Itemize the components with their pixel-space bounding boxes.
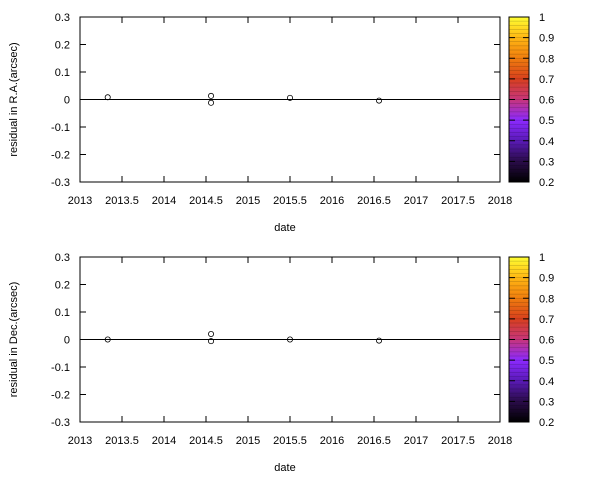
ra-colorbar-label: 0.8 — [539, 53, 554, 65]
ra-colorbar-labels: 1 0.9 0.8 0.7 0.6 0.5 0.4 0.3 0.2 — [539, 12, 554, 189]
ra-y-tick-label: -0.1 — [51, 122, 70, 134]
dec-y-tick-label: -0.1 — [51, 362, 70, 374]
dec-y-tick-label: -0.2 — [51, 390, 70, 402]
ra-colorbar-label: 0.7 — [539, 74, 554, 86]
ra-y-axis-label: residual in R.A.(arcsec) — [8, 42, 20, 156]
dec-x-tick-label: 2015 — [236, 435, 260, 447]
dec-data-points — [104, 330, 383, 345]
ra-data-point — [286, 94, 293, 101]
ra-colorbar-ticks — [509, 16, 529, 183]
ra-colorbar-label: 0.5 — [539, 115, 554, 127]
ra-x-tick-label: 2018 — [488, 195, 512, 207]
ra-y-tick-label: -0.3 — [51, 177, 70, 189]
ra-x-tick-label: 2013 — [68, 195, 92, 207]
ra-colorbar-label: 0.3 — [539, 156, 554, 168]
ra-colorbar: 1 0.9 0.8 0.7 0.6 0.5 0.4 0.3 0.2 — [508, 12, 554, 189]
ra-x-tick-label: 2017.5 — [441, 195, 475, 207]
ra-y-tick-label: -0.2 — [51, 150, 70, 162]
dec-x-tick-label: 2016 — [320, 435, 344, 447]
ra-y-tick-label: 0 — [64, 95, 70, 107]
dec-colorbar-label: 0.3 — [539, 396, 554, 408]
ra-x-tick-label: 2014 — [152, 195, 176, 207]
ra-colorbar-label: 0.4 — [539, 136, 554, 148]
dec-colorbar-label: 1 — [539, 252, 545, 264]
ra-x-tick-label: 2015.5 — [273, 195, 307, 207]
dec-colorbar-label: 0.2 — [539, 417, 554, 429]
ra-data-point — [104, 94, 111, 101]
dec-colorbar-frame — [508, 256, 530, 423]
dec-data-point — [286, 336, 293, 343]
dec-x-tick-labels: 2013 2013.5 2014 2014.5 2015 2015.5 2016 2016.5… — [68, 435, 512, 447]
ra-x-tick-label: 2016 — [320, 195, 344, 207]
dec-colorbar-label: 0.9 — [539, 273, 554, 285]
dec-x-tick-label: 2017.5 — [441, 435, 475, 447]
ra-colorbar-label: 0.6 — [539, 95, 554, 107]
ra-colorbar-label: 1 — [539, 12, 545, 24]
ra-x-tick-labels: 2013 2013.5 2014 2014.5 2015 2015.5 2016 2016.5… — [68, 195, 512, 207]
ra-data-point — [376, 97, 383, 104]
ra-x-tick-label: 2017 — [404, 195, 428, 207]
dec-data-point — [208, 338, 215, 345]
dec-y-tick-label: 0.1 — [55, 307, 70, 319]
dec-colorbar: 1 0.9 0.8 0.7 0.6 0.5 0.4 0.3 0.2 — [508, 252, 554, 429]
ra-data-points — [104, 92, 383, 106]
dec-x-tick-label: 2013 — [68, 435, 92, 447]
dec-colorbar-label: 0.6 — [539, 335, 554, 347]
ra-y-tick-label: 0.2 — [55, 40, 70, 52]
dec-x-tick-label: 2014 — [152, 435, 176, 447]
dec-colorbar-label: 0.4 — [539, 376, 554, 388]
ra-data-point — [208, 92, 215, 99]
ra-colorbar-label: 0.2 — [539, 177, 554, 189]
ra-data-point — [208, 99, 215, 106]
dec-x-tick-label: 2016.5 — [357, 435, 391, 447]
ra-x-tick-label: 2015 — [236, 195, 260, 207]
dec-colorbar-label: 0.7 — [539, 314, 554, 326]
dec-y-tick-labels: -0.3 -0.2 -0.1 0 0.1 0.2 0.3 — [51, 252, 70, 429]
ra-x-axis-label: date — [274, 222, 295, 234]
dec-y-tick-label: 0.2 — [55, 280, 70, 292]
dec-x-tick-label: 2018 — [488, 435, 512, 447]
ra-x-tick-label: 2016.5 — [357, 195, 391, 207]
dec-y-tick-label: 0.3 — [55, 252, 70, 264]
dec-x-axis-label: date — [274, 462, 295, 474]
dec-data-point — [104, 336, 111, 343]
dec-x-tick-label: 2013.5 — [105, 435, 139, 447]
dec-ticks — [79, 256, 501, 423]
dec-colorbar-ticks — [509, 256, 529, 423]
ra-y-tick-label: 0.3 — [55, 12, 70, 24]
ra-x-tick-label: 2014.5 — [189, 195, 223, 207]
dec-y-tick-label: 0 — [64, 335, 70, 347]
ra-colorbar-label: 0.9 — [539, 33, 554, 45]
ra-y-tick-label: 0.1 — [55, 67, 70, 79]
ra-y-tick-labels: -0.3 -0.2 -0.1 0 0.1 0.2 0.3 — [51, 12, 70, 189]
dec-colorbar-labels: 1 0.9 0.8 0.7 0.6 0.5 0.4 0.3 0.2 — [539, 252, 554, 429]
ra-colorbar-frame — [508, 16, 530, 183]
dec-y-tick-label: -0.3 — [51, 417, 70, 429]
ra-x-tick-label: 2013.5 — [105, 195, 139, 207]
dec-colorbar-label: 0.8 — [539, 293, 554, 305]
dec-residual-panel: -0.3-0.2-0.100.10.20.3 2013 2013.5 2014 201… — [8, 252, 554, 474]
dec-data-point — [376, 337, 383, 344]
ra-ticks — [79, 16, 501, 183]
dec-x-tick-label: 2015.5 — [273, 435, 307, 447]
dec-x-tick-label: 2014.5 — [189, 435, 223, 447]
dec-y-axis-label: residual in Dec.(arcsec) — [8, 282, 20, 398]
dec-data-point — [208, 330, 215, 337]
dec-x-tick-label: 2017 — [404, 435, 428, 447]
dec-colorbar-label: 0.5 — [539, 355, 554, 367]
ra-residual-panel: -0.3-0.2-0.100.10.20.3 2013 2013.5 2014 201… — [8, 12, 554, 234]
